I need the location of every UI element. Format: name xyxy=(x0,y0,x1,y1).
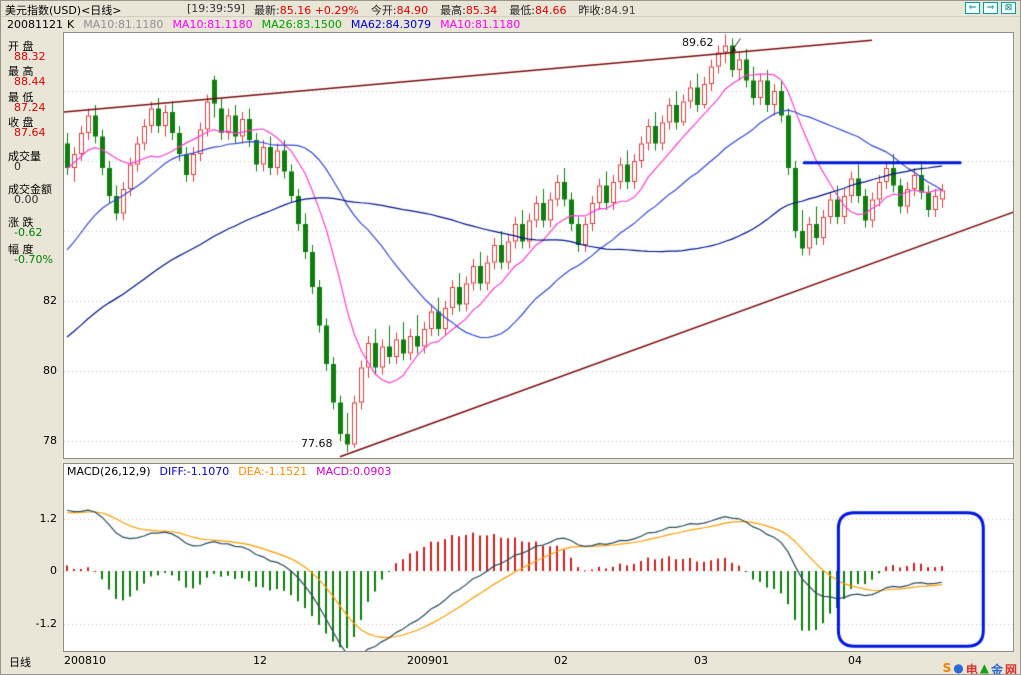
sidebar-label-0: 开 盘 xyxy=(8,40,34,53)
quote-label: 最高: xyxy=(440,4,466,17)
quote-label: 最新: xyxy=(254,4,280,17)
ma-header-token-1: MA10:81.1180 xyxy=(172,18,253,31)
page-left-button[interactable]: ⇐ xyxy=(965,2,980,14)
ma-header-token-3: MA62:84.3079 xyxy=(350,18,432,31)
macd-indicator-name: MACD(26,12,9) xyxy=(67,465,151,478)
quote-value: 84.90 xyxy=(396,4,429,17)
month-tick-02: 02 xyxy=(554,654,568,667)
sidebar-label-4: 成交量 xyxy=(8,150,41,163)
macd-tick--1.2: -1.2 xyxy=(35,616,57,630)
sidebar-label-5: 成交金额 xyxy=(8,183,52,196)
sidebar-label-7: 幅 度 xyxy=(8,243,34,256)
sidebar-value-1: 88.44 xyxy=(14,75,46,88)
quote-segment-4: 昨收:84.91 xyxy=(579,2,636,18)
logo-glyph-1: ● xyxy=(953,661,964,675)
quote-segment-3: 最低:84.66 xyxy=(509,2,566,18)
kline-panel xyxy=(63,32,1014,459)
kline-chart-canvas[interactable] xyxy=(64,33,1013,458)
logo-glyph-2: 电 xyxy=(965,663,978,675)
period-label[interactable]: 日线 xyxy=(9,656,31,669)
ma-header-token-0: MA10:81.1180 xyxy=(83,18,164,31)
quote-value: 84.66 xyxy=(535,4,567,17)
quote-label: 昨收: xyxy=(578,4,605,17)
sidebar-label-3: 收 盘 xyxy=(8,116,34,129)
sidebar-value-3: 87.64 xyxy=(14,126,46,139)
macd-tick-0: 0 xyxy=(50,564,57,577)
quote-label: 最低: xyxy=(509,4,536,17)
quote-segment-1: 今开:84.90 xyxy=(371,2,428,18)
logo-glyph-3: ▲ xyxy=(979,661,989,675)
quote-strip: 最新:85.16 +0.29% 今开:84.90 最高:85.34 最低:84.66 昨… xyxy=(254,2,636,18)
price-tick-78: 78 xyxy=(43,434,57,447)
month-tick-12: 12 xyxy=(253,654,267,667)
month-tick-04: 04 xyxy=(848,654,862,667)
quote-segment-0: 最新:85.16 +0.29% xyxy=(254,2,359,18)
macd-panel xyxy=(63,463,1014,652)
logo-glyph-0: S xyxy=(942,661,952,675)
ma-header-token-4: MA10:81.1180 xyxy=(440,18,521,31)
quote-value: 85.34 xyxy=(465,4,498,17)
price-tick-82: 82 xyxy=(43,294,57,307)
sidebar-label-2: 最 低 xyxy=(8,91,34,104)
symbol-title: 美元指数(USD)<日线> xyxy=(5,4,122,17)
logo-glyph-5: 网 xyxy=(1004,663,1017,675)
quote-value: 84.91 xyxy=(604,4,636,17)
selected-date: 20081121 xyxy=(7,18,63,31)
sidebar-value-0: 88.32 xyxy=(14,50,46,63)
low-price-annotation: 77.68 xyxy=(301,437,333,450)
sidebar-label-6: 涨 跌 xyxy=(8,216,34,229)
quote-label: 今开: xyxy=(370,4,397,17)
month-tick-03: 03 xyxy=(694,654,708,667)
sidebar-value-4: 0 xyxy=(14,160,21,173)
sidebar-label-1: 最 高 xyxy=(8,65,34,78)
time-axis: 200810 12 200901 02 03 04 xyxy=(63,652,1014,669)
macd-header-token-1: DEA:-1.1521 xyxy=(238,465,308,478)
macd-tick-1.2: 1.2 xyxy=(39,511,58,525)
sidebar-value-6: -0.62 xyxy=(14,226,43,239)
window-buttons: ⇐ ⇒ ⊠ xyxy=(965,2,1016,14)
month-tick-200810: 200810 xyxy=(64,654,106,667)
bottom-right-logo: S ● 电 ▲ 金网 xyxy=(942,661,1017,675)
quote-time: [19:39:59] xyxy=(187,2,245,15)
macd-header-token-0: DIFF:-1.1070 xyxy=(159,465,230,478)
page-right-button[interactable]: ⇒ xyxy=(983,2,998,14)
price-tick-80: 80 xyxy=(43,364,57,377)
sidebar-value-7: -0.70% xyxy=(14,253,53,266)
info-bar: 20081121 K MA10:81.1180 MA10:81.1180 MA26:8… xyxy=(1,16,1020,32)
kline-ma-header: K MA10:81.1180 MA10:81.1180 MA26:83.1500 MA6… xyxy=(67,18,520,31)
sidebar-value-5: 0.00 xyxy=(14,193,39,206)
quote-segment-2: 最高:85.34 xyxy=(440,2,497,18)
k-label: K xyxy=(67,18,75,31)
logo-glyph-4: 金 xyxy=(990,663,1003,675)
peak-price-annotation: 89.62 xyxy=(682,36,714,49)
ma-header-token-2: MA26:83.1500 xyxy=(261,18,342,31)
left-sidebar: 开 盘 88.32 最 高 88.44 最 低 87.24 收 盘 87.64 成交量 0 成交金额… xyxy=(1,1,63,674)
sidebar-value-2: 87.24 xyxy=(14,101,46,114)
title-bar: 美元指数(USD)<日线> [19:39:59] 最新:85.16 +0.29%… xyxy=(1,1,1020,17)
macd-header: MACD(26,12,9) DIFF:-1.1070 DEA:-1.1521 MAC… xyxy=(67,465,391,478)
macd-chart-canvas[interactable] xyxy=(64,464,1013,651)
close-button[interactable]: ⊠ xyxy=(1001,2,1016,14)
macd-header-token-2: MACD:0.0903 xyxy=(316,465,392,478)
quote-value: 85.16 +0.29% xyxy=(279,4,359,17)
month-tick-200901: 200901 xyxy=(407,654,449,667)
